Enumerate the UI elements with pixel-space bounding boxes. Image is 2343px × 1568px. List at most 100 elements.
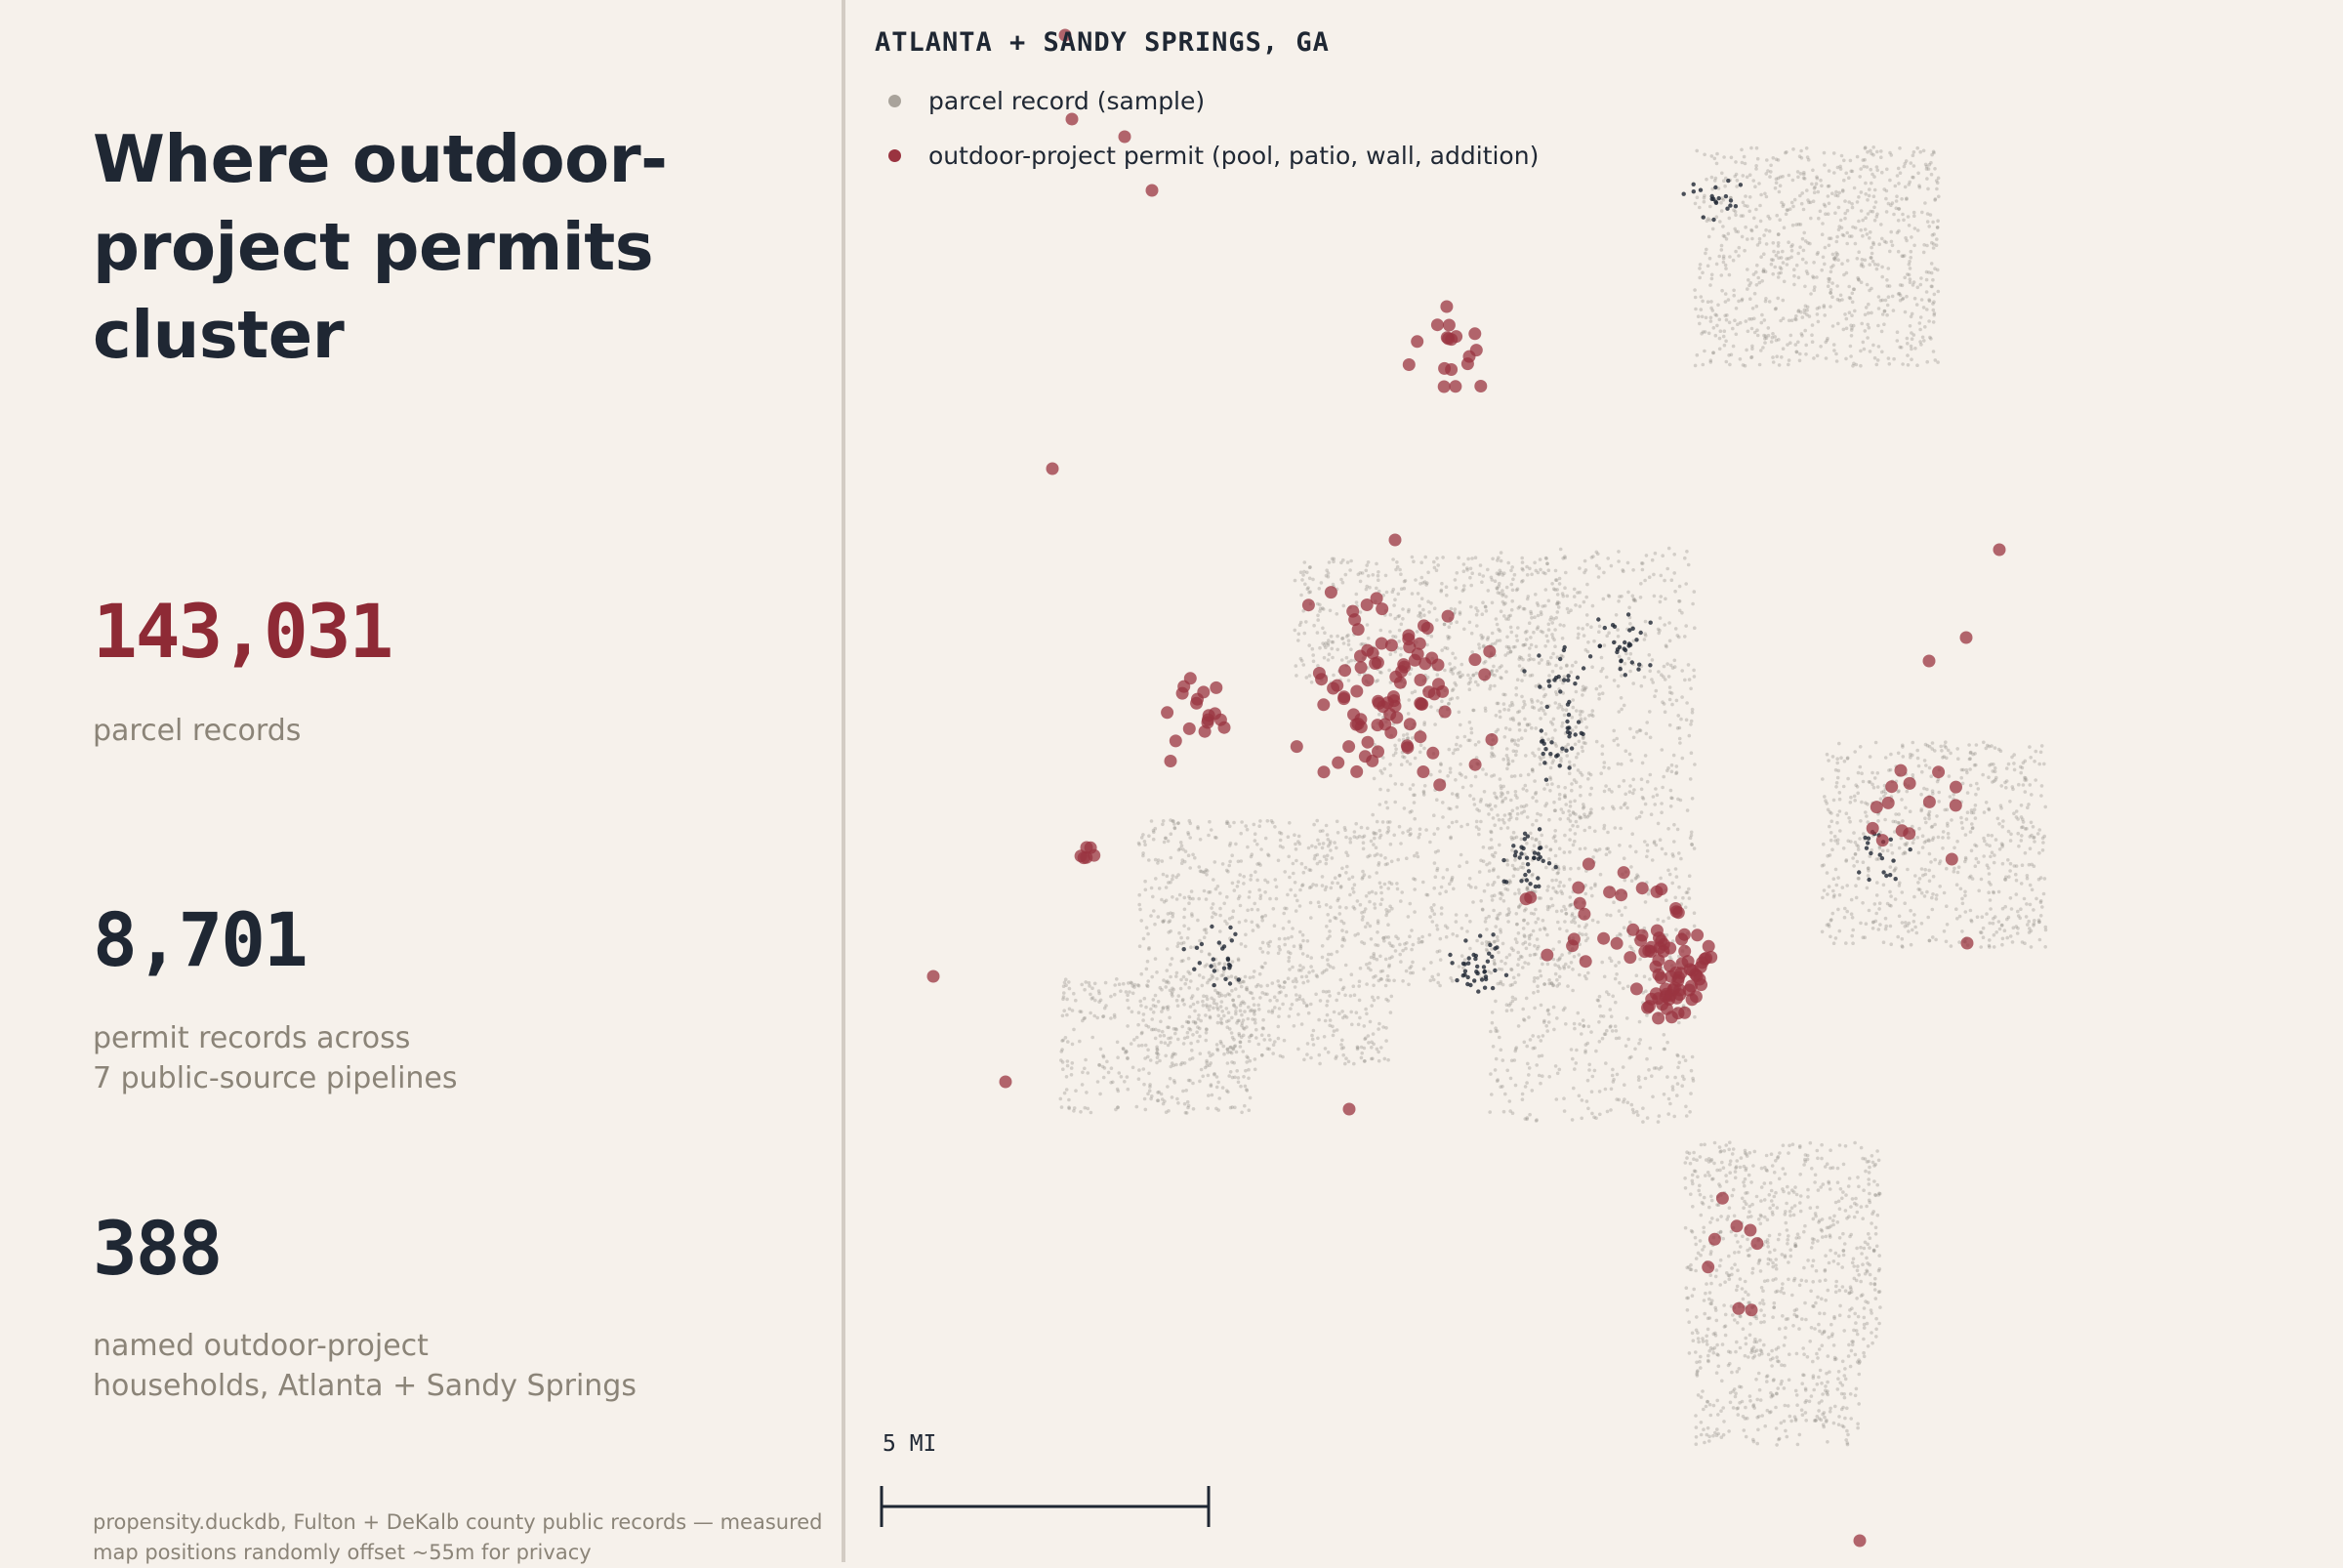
parcel-dot [1889,203,1893,207]
parcel-dot [1516,931,1521,935]
parcel-dot [1525,722,1530,726]
parcel-dot [1615,1097,1619,1101]
parcel-dot [1872,175,1876,179]
parcel-dot [1255,862,1259,866]
parcel-dot [1597,692,1601,696]
parcel-dot [1260,940,1265,945]
parcel-dot [2007,875,2011,879]
parcel-dot [1749,355,1753,360]
parcel-dot [1550,736,1555,740]
parcel-dot [1536,917,1541,921]
parcel-dot [1360,877,1365,881]
parcel-dot [1667,685,1672,689]
parcel-dot [1413,793,1417,798]
parcel-dot [1291,965,1295,970]
parcel-dot [1667,697,1672,702]
parcel-dot [1589,786,1593,791]
parcel-dot [1643,1076,1648,1081]
parcel-dot [1583,568,1588,572]
parcel-dot [1369,839,1374,844]
parcel-dot [1912,214,1916,218]
parcel-dot [1321,626,1325,631]
parcel-dot [1321,989,1326,994]
parcel-dot [1377,712,1381,717]
parcel-dot [1532,706,1537,710]
parcel-dot [1380,771,1384,775]
parcel-dot [1929,284,1934,289]
parcel-dot [1555,977,1559,982]
parcel-dot [1665,932,1669,937]
parcel-dot [1253,901,1256,906]
parcel-dot [1630,832,1634,836]
parcel-dot [1878,923,1882,927]
parcel-dot [1554,578,1559,582]
parcel-dot [1870,927,1875,930]
parcel-dot [1247,895,1252,899]
parcel-dot [1831,257,1836,261]
parcel-dot [1324,903,1329,907]
parcel-dot [1495,669,1500,673]
parcel-dot [2040,905,2044,909]
parcel-dot [1878,299,1883,303]
parcel-dot [1868,755,1872,759]
parcel-dot [1925,308,1929,311]
parcel-dot [1117,982,1122,986]
parcel-dot [1570,902,1574,907]
parcel-dot [1622,1099,1625,1104]
parcel-dot [1459,954,1464,958]
parcel-dot [1902,164,1907,169]
parcel-dot [1576,1011,1581,1015]
parcel-dot [1309,681,1314,684]
parcel-dot [1847,296,1852,300]
parcel-dot [1862,164,1867,169]
parcel-dot [1689,751,1694,755]
parcel-dot [1433,850,1438,854]
parcel-dot [1065,1059,1070,1063]
parcel-dot [1459,675,1462,680]
parcel-dot [1535,601,1540,605]
parcel-dot [2012,767,2017,772]
parcel-dot [1530,1089,1535,1093]
parcel-dot [1315,974,1320,979]
parcel-dot [1410,592,1415,596]
parcel-dot [1121,1047,1126,1052]
parcel-dot [1344,929,1349,934]
map-canvas[interactable] [845,0,2343,1562]
parcel-dot [1848,819,1852,824]
parcel-dot [1821,255,1826,260]
parcel-dot [1553,889,1558,893]
parcel-dot [1900,798,1904,802]
parcel-dot [1590,603,1595,608]
parcel-dot [1234,1050,1239,1054]
parcel-dot [1807,200,1811,205]
parcel-dot [1197,1013,1201,1017]
parcel-dot [1168,1076,1172,1081]
parcel-dot [1271,1043,1276,1047]
parcel-dot [1933,358,1938,362]
parcel-dot [1723,184,1727,188]
parcel-dot [1207,1093,1211,1097]
parcel-dot [1592,1115,1596,1120]
parcel-dot [1596,575,1601,579]
parcel-dot [1362,1059,1367,1063]
parcel-dot [1238,903,1243,908]
parcel-dot [1905,238,1909,243]
parcel-dot [1877,907,1881,911]
parcel-dot [1896,219,1901,223]
parcel-dot [1500,968,1504,971]
parcel-dot [1627,790,1632,794]
parcel-dot [1336,881,1340,886]
parcel-dot [1667,872,1672,877]
parcel-dot [1459,744,1462,748]
parcel-dot [1561,557,1565,560]
parcel-dot [1657,670,1661,674]
parcel-dot [1093,998,1097,1003]
parcel-dot [1281,1002,1285,1007]
parcel-dot [1850,205,1855,210]
parcel-dot [1875,149,1879,154]
parcel-dot [1566,610,1571,614]
parcel-dot [1326,936,1330,941]
parcel-dot [1190,912,1194,916]
parcel-dot [1175,1096,1179,1101]
parcel-dot [1583,1043,1588,1047]
